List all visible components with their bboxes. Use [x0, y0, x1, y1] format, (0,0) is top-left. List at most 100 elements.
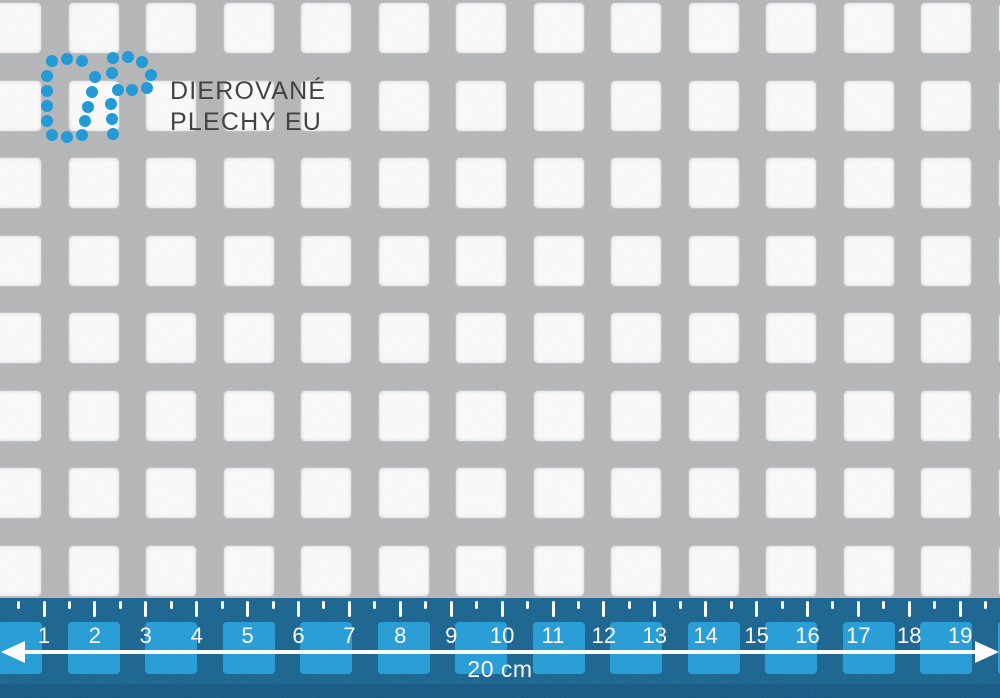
square-hole	[842, 234, 895, 287]
logo-dot	[41, 100, 53, 112]
square-hole	[842, 467, 895, 519]
square-hole	[0, 312, 42, 364]
square-hole	[0, 157, 42, 209]
square-hole	[532, 544, 585, 597]
square-hole	[532, 157, 585, 209]
square-hole	[145, 312, 197, 364]
square-hole	[842, 2, 895, 54]
square-hole	[0, 79, 42, 132]
ruler-arrow-line	[15, 650, 985, 654]
logo-dot	[145, 69, 157, 81]
square-hole	[532, 2, 585, 54]
logo-dot	[89, 71, 101, 83]
logo-dot	[41, 85, 53, 97]
ruler-tick-minor	[118, 601, 122, 609]
square-hole	[377, 234, 430, 287]
square-hole	[455, 312, 507, 364]
square-hole	[222, 2, 275, 54]
square-hole	[842, 312, 895, 364]
square-hole	[610, 79, 662, 132]
square-hole	[300, 544, 352, 597]
square-hole	[687, 544, 740, 597]
ruler-tick-minor	[780, 601, 784, 609]
square-hole	[920, 234, 972, 287]
square-hole	[455, 544, 507, 597]
ruler-tick-major	[958, 601, 962, 617]
square-hole	[687, 2, 740, 54]
ruler-tick-major	[806, 601, 809, 617]
square-hole	[145, 2, 197, 54]
square-hole	[532, 389, 585, 442]
square-hole	[455, 2, 507, 54]
ruler-tick-minor	[271, 601, 275, 609]
square-hole	[67, 157, 120, 209]
square-hole	[145, 544, 197, 597]
square-hole	[67, 389, 120, 442]
square-hole	[67, 312, 120, 364]
square-hole	[765, 79, 817, 132]
logo-dot	[41, 115, 53, 127]
square-hole	[765, 234, 817, 287]
square-hole	[687, 312, 740, 364]
square-hole	[920, 544, 972, 597]
ruler-tick-minor	[67, 601, 71, 609]
square-hole	[920, 157, 972, 209]
square-hole	[67, 2, 120, 54]
square-hole	[610, 467, 662, 519]
logo-dot	[79, 115, 91, 127]
square-hole	[842, 389, 895, 442]
ruler-tick-major	[755, 601, 759, 617]
logo-dot	[46, 55, 58, 67]
square-hole	[222, 467, 275, 519]
square-hole	[842, 79, 895, 132]
square-hole	[145, 157, 197, 209]
ruler-tick-major	[500, 601, 504, 617]
ruler-tick-major	[907, 601, 911, 617]
logo-dot	[41, 70, 53, 82]
ruler-length-label: 20 cm	[467, 656, 533, 682]
logo-dot	[105, 98, 117, 110]
ruler-tick-minor	[17, 601, 21, 609]
square-hole	[765, 2, 817, 54]
ruler-tick-minor	[424, 601, 428, 609]
square-hole	[0, 544, 42, 597]
square-hole	[67, 544, 120, 597]
square-hole	[455, 79, 507, 132]
square-hole	[532, 312, 585, 364]
logo-dot	[112, 84, 124, 96]
ruler-tick-minor	[220, 601, 224, 609]
ruler-tick-minor	[678, 601, 682, 609]
ruler-tick-major	[93, 601, 97, 617]
square-hole	[532, 467, 585, 519]
square-hole	[222, 157, 275, 209]
square-hole	[67, 234, 120, 287]
ruler-tick-major	[602, 601, 606, 617]
ruler-tick-major	[144, 601, 148, 617]
square-hole	[300, 312, 352, 364]
square-hole	[842, 544, 895, 597]
square-hole	[377, 544, 430, 597]
square-hole	[610, 312, 662, 364]
square-hole	[300, 467, 352, 519]
brand-name-line1: DIEROVANÉ	[170, 77, 327, 105]
square-hole	[920, 79, 972, 132]
square-hole	[610, 389, 662, 442]
square-hole	[765, 157, 817, 209]
square-hole	[765, 389, 817, 442]
logo-dot	[76, 129, 88, 141]
ruler-tick-major	[246, 601, 250, 617]
ruler-tick-minor	[831, 601, 835, 609]
square-hole	[300, 389, 352, 442]
square-hole	[0, 389, 42, 442]
square-hole	[455, 157, 507, 209]
square-hole	[765, 544, 817, 597]
ruler-tick-minor	[373, 601, 377, 609]
square-hole	[222, 234, 275, 287]
ruler-tick-minor	[169, 601, 173, 609]
square-hole	[377, 79, 430, 132]
ruler-tick-major	[449, 601, 453, 617]
square-hole	[532, 234, 585, 287]
ruler-tick-minor	[526, 601, 530, 609]
ruler-tick-minor	[576, 601, 580, 609]
square-hole	[0, 2, 42, 54]
